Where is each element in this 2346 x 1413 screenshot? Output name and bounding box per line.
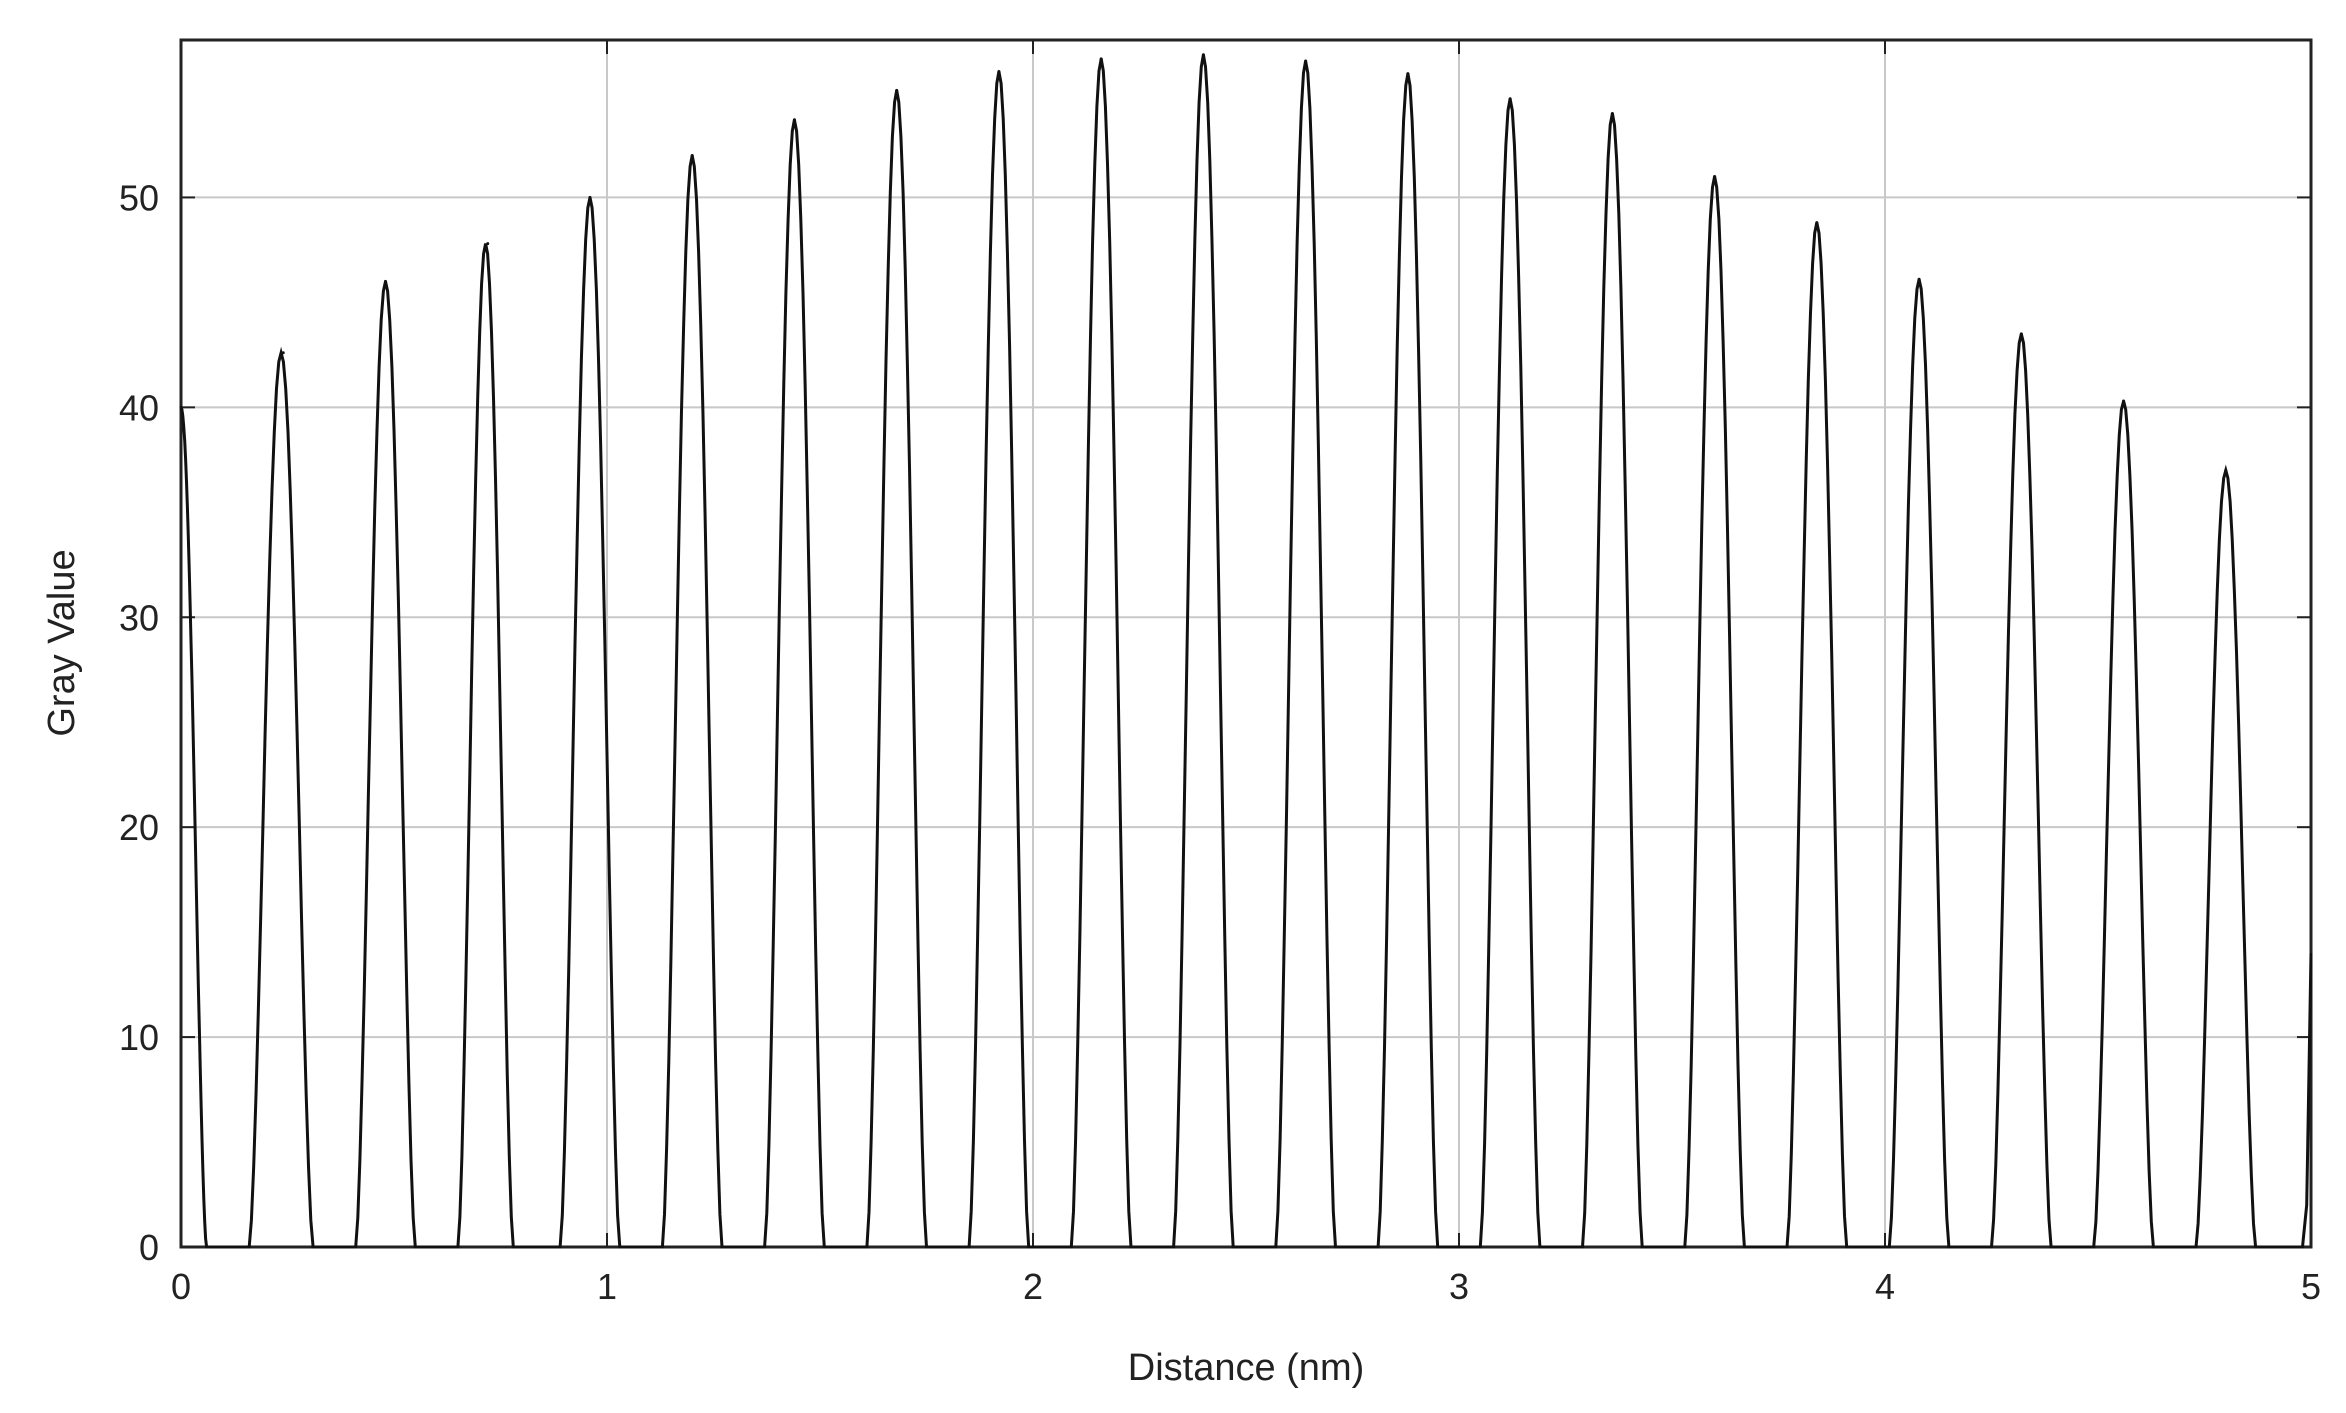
y-tick-label: 20 — [119, 807, 159, 848]
peak-point — [2019, 332, 2023, 336]
gray-value-profile-line — [179, 54, 2313, 1249]
x-axis-tick-labels: 0 1 2 3 4 5 — [171, 1266, 2321, 1307]
x-tick-label: 3 — [1449, 1266, 1469, 1307]
peak-point — [383, 279, 387, 283]
x-tick-label: 1 — [597, 1266, 617, 1307]
peak-point — [895, 88, 899, 92]
x-axis-title: Distance (nm) — [1128, 1347, 1365, 1389]
y-axis-tick-labels: 0 10 20 30 40 50 — [119, 177, 159, 1268]
axis-ticks — [180, 40, 2312, 1248]
y-axis-title: Gray Value — [41, 549, 83, 736]
x-tick-label: 5 — [2301, 1266, 2321, 1307]
y-tick-label: 30 — [119, 597, 159, 638]
peak-point — [1304, 59, 1308, 63]
peak-point — [1815, 221, 1819, 225]
x-tick-label: 0 — [171, 1266, 191, 1307]
x-tick-label: 4 — [1875, 1266, 1895, 1307]
y-tick-label: 10 — [119, 1017, 159, 1058]
peak-point — [690, 153, 694, 157]
peak-point — [486, 242, 490, 246]
peak-point — [792, 118, 796, 122]
peak-point — [179, 405, 183, 409]
peak-point — [997, 69, 1001, 73]
y-tick-label: 50 — [119, 177, 159, 218]
y-tick-label: 40 — [119, 387, 159, 428]
peak-point — [1099, 57, 1103, 61]
peak-point — [1508, 97, 1512, 101]
y-tick-label: 0 — [139, 1227, 159, 1268]
x-tick-label: 2 — [1023, 1266, 1043, 1307]
peak-point — [1713, 174, 1717, 178]
peak-point — [1201, 53, 1205, 57]
peak-point — [2224, 468, 2228, 472]
peak-markers — [179, 53, 2228, 472]
peak-point — [1917, 277, 1921, 281]
peak-point — [1610, 111, 1614, 115]
peak-point — [2122, 399, 2126, 403]
peak-point — [281, 351, 285, 355]
grid-lines — [181, 40, 2311, 1247]
peak-point — [588, 195, 592, 199]
peak-point — [1406, 72, 1410, 76]
